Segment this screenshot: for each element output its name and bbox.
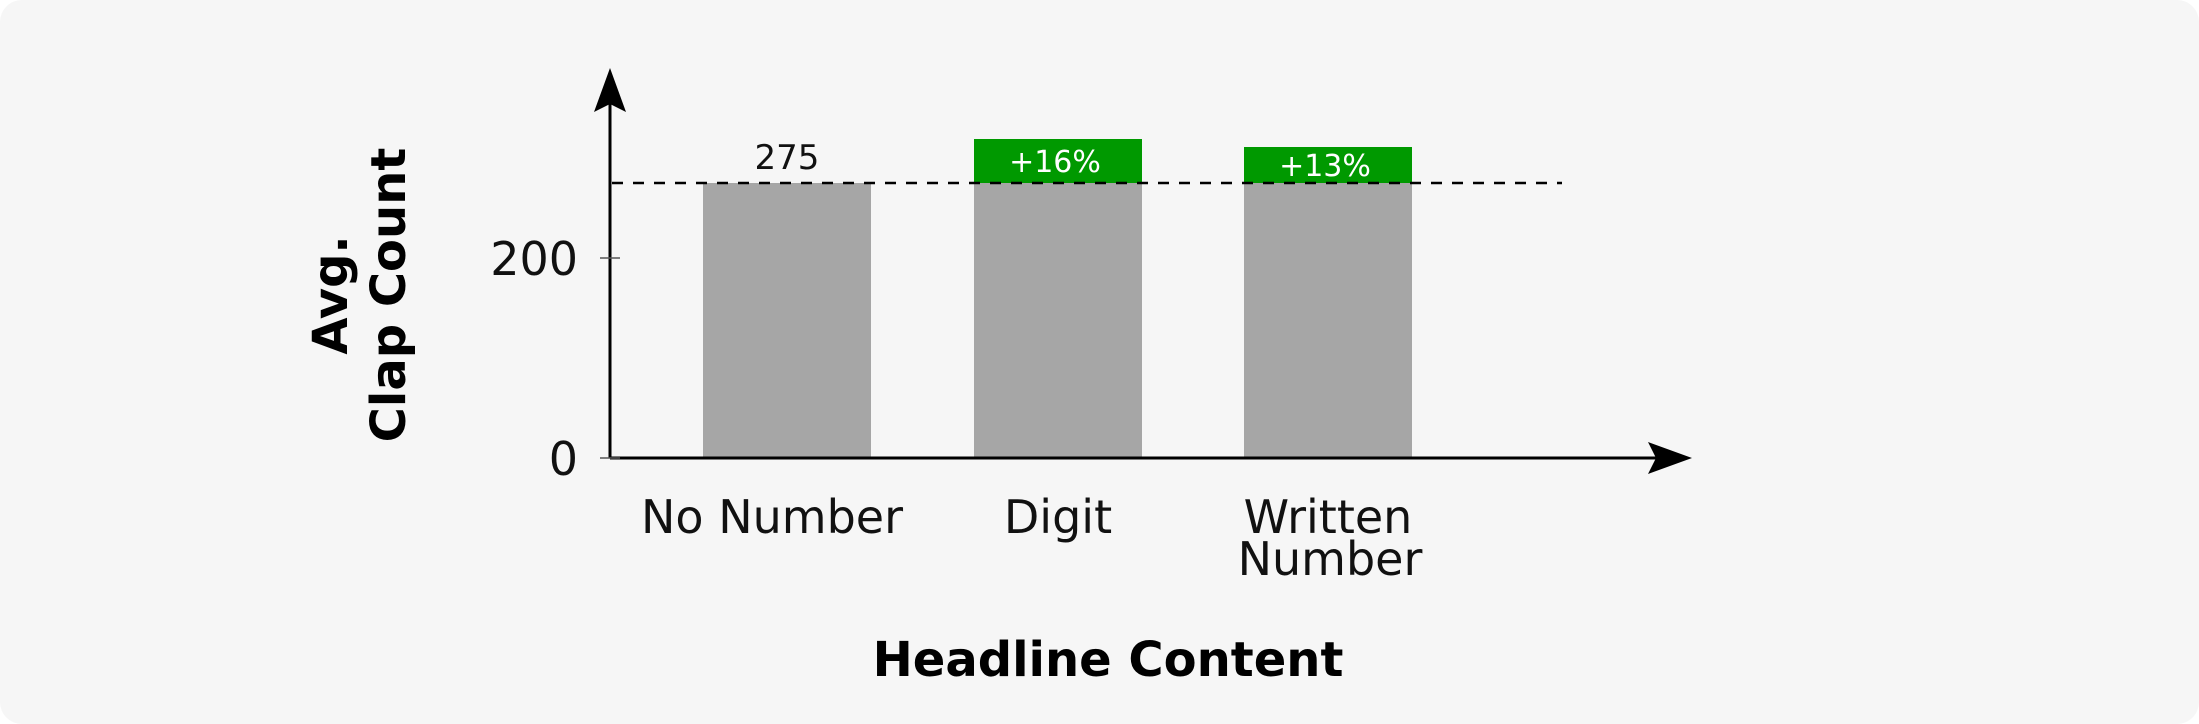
increment-label-1: +16% — [1009, 145, 1101, 180]
bar-base-1 — [974, 183, 1142, 458]
bar-base-2 — [1244, 183, 1412, 458]
bar-base-0 — [703, 183, 871, 458]
baseline-value-label: 275 — [755, 138, 820, 178]
y-ticks-group: 0 200 — [490, 232, 620, 486]
y-tick-label-1: 200 — [490, 232, 578, 286]
bar-increment-2 — [1244, 147, 1412, 183]
bar-increment-1 — [974, 139, 1142, 183]
bars-group — [703, 183, 1412, 458]
x-tick-label-0: No Number — [641, 490, 903, 544]
y-axis-title-text: Avg.Clap Count — [303, 148, 417, 443]
labels-group: +16% +13% 275 No Number Digit Written Number — [641, 138, 1422, 586]
y-axis-title: Avg.Clap Count — [303, 148, 417, 443]
x-axis-arrowhead — [1648, 442, 1692, 474]
increment-label-2: +13% — [1279, 149, 1371, 184]
y-tick-label-0: 0 — [549, 432, 578, 486]
increments-group — [974, 139, 1412, 183]
x-tick-label-2: Written Number — [1238, 490, 1423, 586]
y-axis-arrowhead — [594, 68, 626, 112]
axes-group — [594, 68, 1692, 474]
x-axis-title: Headline Content — [873, 632, 1344, 688]
x-tick-label-1: Digit — [1004, 490, 1112, 544]
